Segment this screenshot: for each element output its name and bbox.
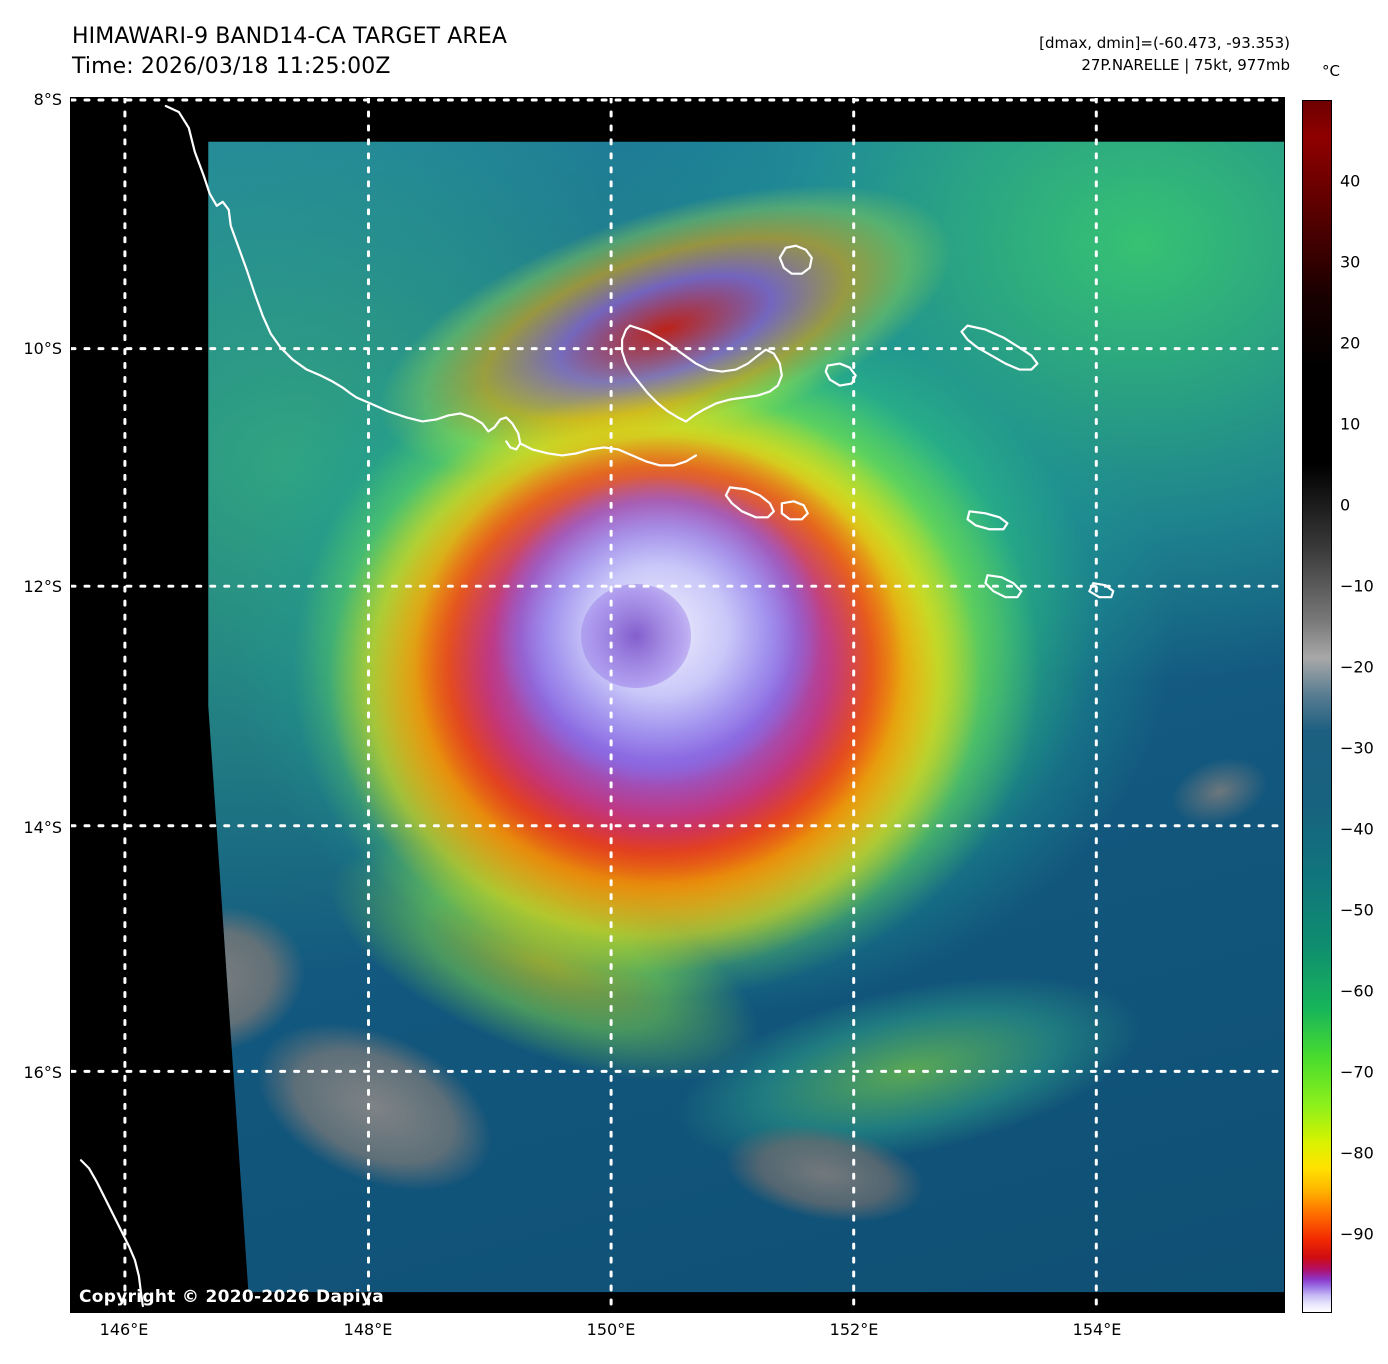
metadata-block: [dmax, dmin]=(-60.473, -93.353) 27P.NARE… bbox=[1039, 32, 1290, 76]
cbar-tick-n40: −40 bbox=[1340, 819, 1374, 839]
cbar-tick-n20: −20 bbox=[1340, 657, 1374, 677]
cbar-tick-n10: −10 bbox=[1340, 576, 1374, 596]
cbar-tick-n70: −70 bbox=[1340, 1062, 1374, 1082]
satellite-imagery-clip bbox=[71, 98, 1284, 1312]
cbar-tick-40: 40 bbox=[1340, 171, 1361, 191]
cbar-tick-n90: −90 bbox=[1340, 1224, 1374, 1244]
cbar-tick-n50: −50 bbox=[1340, 900, 1374, 920]
xtick-152E: 152°E bbox=[829, 1320, 879, 1339]
ytick-12S: 12°S bbox=[23, 577, 62, 596]
storm-info-text: 27P.NARELLE | 75kt, 977mb bbox=[1081, 56, 1290, 74]
data-range-text: [dmax, dmin]=(-60.473, -93.353) bbox=[1039, 34, 1290, 52]
ytick-8S: 8°S bbox=[33, 90, 62, 109]
satellite-swath bbox=[208, 141, 1284, 1293]
cbar-tick-10: 10 bbox=[1340, 414, 1361, 434]
copyright-text: Copyright © 2020-2026 Dapiya bbox=[79, 1287, 384, 1307]
cbar-tick-n30: −30 bbox=[1340, 738, 1374, 758]
xtick-148E: 148°E bbox=[343, 1320, 393, 1339]
colorbar-gradient bbox=[1303, 101, 1331, 1312]
title-primary: HIMAWARI-9 BAND14-CA TARGET AREA bbox=[72, 24, 507, 49]
colorbar bbox=[1302, 100, 1332, 1313]
cbar-tick-n60: −60 bbox=[1340, 981, 1374, 1001]
cbar-tick-20: 20 bbox=[1340, 333, 1361, 353]
page-title: HIMAWARI-9 BAND14-CA TARGET AREA Time: 2… bbox=[72, 22, 507, 82]
colorbar-unit-label: °C bbox=[1322, 62, 1340, 80]
ytick-14S: 14°S bbox=[23, 818, 62, 837]
title-timestamp: Time: 2026/03/18 11:25:00Z bbox=[72, 54, 391, 79]
ytick-16S: 16°S bbox=[23, 1063, 62, 1082]
cbar-tick-0: 0 bbox=[1340, 495, 1351, 515]
cbar-tick-30: 30 bbox=[1340, 252, 1361, 272]
cyclone-eye bbox=[581, 584, 691, 688]
ytick-10S: 10°S bbox=[23, 339, 62, 358]
xtick-146E: 146°E bbox=[99, 1320, 149, 1339]
cbar-tick-n80: −80 bbox=[1340, 1143, 1374, 1163]
xtick-150E: 150°E bbox=[586, 1320, 636, 1339]
satellite-plot-area: Copyright © 2020-2026 Dapiya bbox=[70, 97, 1285, 1313]
xtick-154E: 154°E bbox=[1072, 1320, 1122, 1339]
